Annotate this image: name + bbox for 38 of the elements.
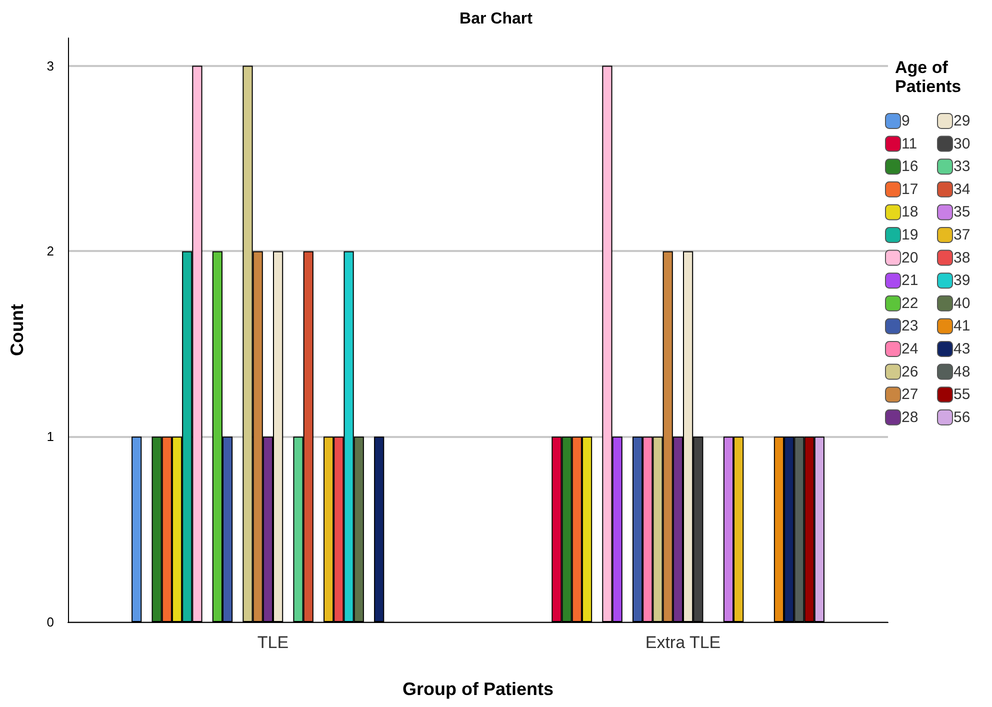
legend-label: 21	[902, 272, 918, 290]
legend-label: 19	[902, 226, 918, 244]
legend-label: 40	[954, 294, 970, 312]
legend-label: 55	[954, 386, 970, 404]
x-tick-label: Extra TLE	[645, 633, 721, 652]
legend-title: Age of Patients	[895, 58, 962, 96]
y-tick-label: 2	[46, 244, 54, 259]
legend-label: 56	[954, 408, 970, 426]
legend-label: 18	[902, 204, 918, 221]
x-axis-title: Group of Patients	[402, 679, 554, 699]
legend-label: 29	[954, 112, 970, 130]
legend-label: 34	[954, 180, 970, 198]
legend-label: 22	[902, 294, 918, 312]
legend-label: 26	[902, 363, 918, 380]
legend-label: 17	[902, 180, 918, 198]
legend-label: 48	[954, 363, 970, 380]
legend-label: 24	[902, 340, 918, 358]
legend-label: 30	[954, 135, 970, 152]
legend-label: 33	[954, 158, 970, 176]
chart-title: Bar Chart	[460, 10, 534, 28]
legend-label: 37	[954, 226, 970, 244]
y-tick-label: 1	[46, 429, 54, 444]
legend-label: 9	[902, 112, 910, 130]
legend-label: 41	[954, 318, 970, 335]
legend-label: 23	[902, 318, 918, 335]
legend-label: 35	[954, 204, 970, 221]
legend-label: 28	[902, 408, 918, 426]
legend-label: 11	[902, 135, 918, 152]
legend-label: 39	[954, 272, 970, 290]
y-tick-label: 3	[46, 58, 54, 74]
legend-label: 20	[902, 249, 918, 266]
x-tick-label: TLE	[257, 633, 289, 652]
legend-label: 38	[954, 249, 970, 266]
legend-label: 16	[902, 158, 918, 176]
y-tick-label: 0	[46, 614, 54, 630]
legend-label: 43	[954, 340, 970, 358]
legend-label: 27	[902, 386, 918, 404]
y-axis-title: Count	[7, 304, 27, 356]
